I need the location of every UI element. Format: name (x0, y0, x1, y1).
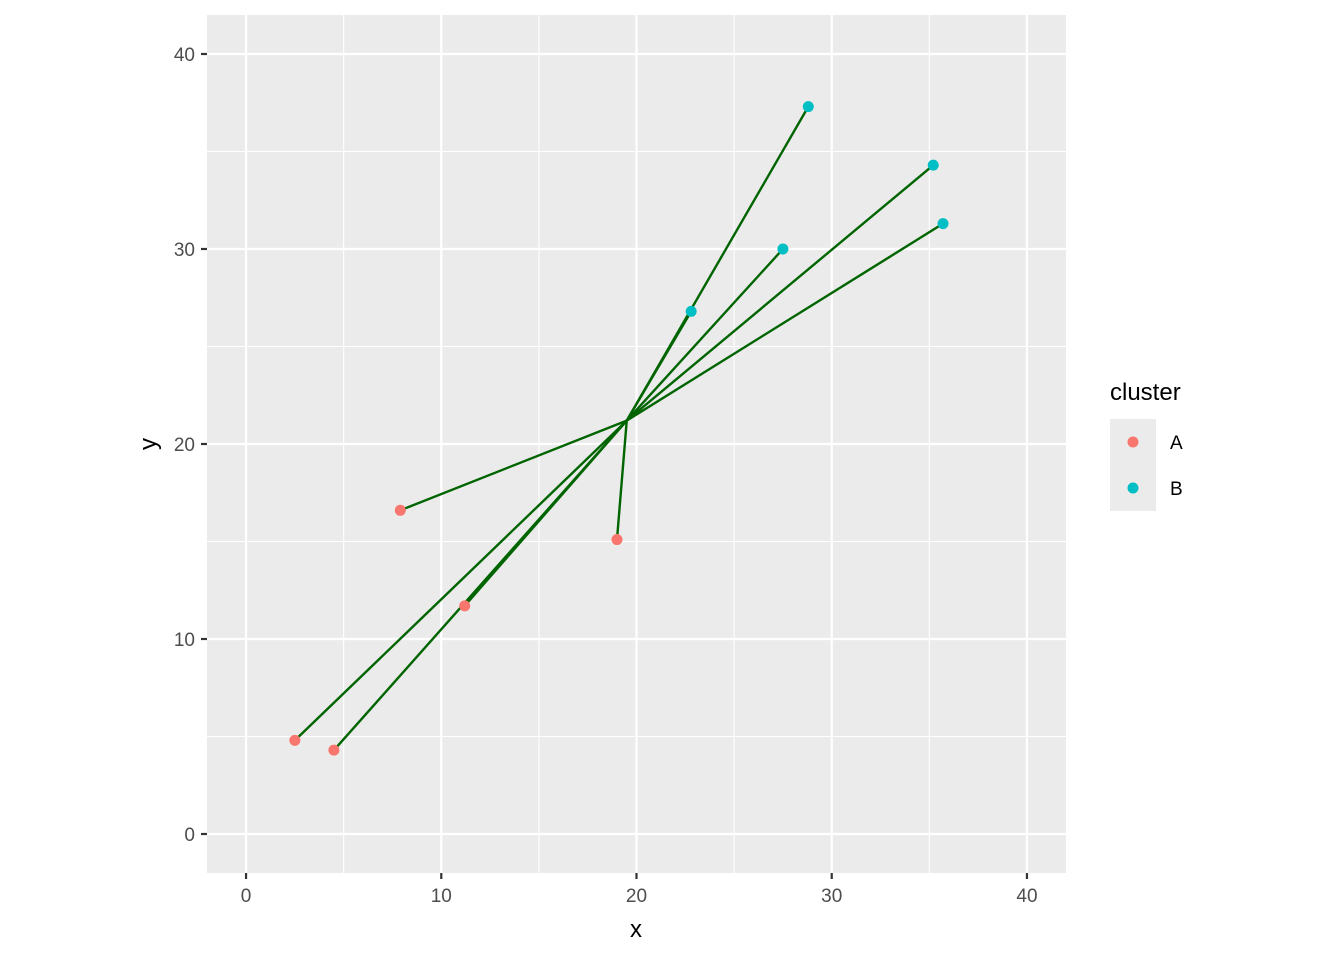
x-tick-label: 40 (1016, 886, 1037, 907)
x-axis-title: x (630, 916, 642, 943)
data-point-b (685, 305, 697, 317)
data-point-a (289, 734, 301, 746)
data-point-b (802, 101, 814, 113)
x-tick-label: 0 (241, 886, 252, 907)
segment-line (463, 419, 628, 607)
legend-label-a: A (1170, 433, 1183, 454)
data-point-a (328, 744, 340, 756)
y-axis-title: y (135, 438, 162, 450)
x-tick-label: 20 (626, 886, 647, 907)
segment-line (399, 419, 628, 512)
segment-lines (294, 106, 944, 751)
data-point-b (937, 218, 949, 230)
data-point-a (394, 504, 406, 516)
segment-line (625, 106, 810, 422)
legend-key-a (1127, 436, 1139, 448)
data-point-b (777, 243, 789, 255)
data-point-a (611, 534, 623, 546)
grid-major (207, 15, 1066, 873)
legend-title: cluster (1110, 379, 1181, 406)
segment-line (625, 164, 935, 422)
segment-line (626, 222, 944, 422)
data-point-a (459, 600, 471, 612)
y-tick-label: 40 (174, 45, 195, 66)
y-tick-label: 10 (174, 630, 195, 651)
y-axis: 0 10 20 30 40 (174, 45, 207, 846)
x-tick-label: 30 (821, 886, 842, 907)
segment-line (625, 248, 784, 422)
segment-line (615, 420, 628, 540)
y-tick-label: 30 (174, 240, 195, 261)
legend: cluster A B (1110, 379, 1183, 511)
data-points (289, 101, 949, 756)
x-axis: 0 10 20 30 40 (241, 873, 1038, 907)
legend-key-b (1127, 482, 1139, 494)
data-point-b (927, 159, 939, 171)
x-tick-label: 10 (431, 886, 452, 907)
y-tick-label: 0 (184, 825, 195, 846)
legend-label-b: B (1170, 479, 1183, 500)
y-tick-label: 20 (174, 435, 195, 456)
segment-line (294, 419, 628, 742)
